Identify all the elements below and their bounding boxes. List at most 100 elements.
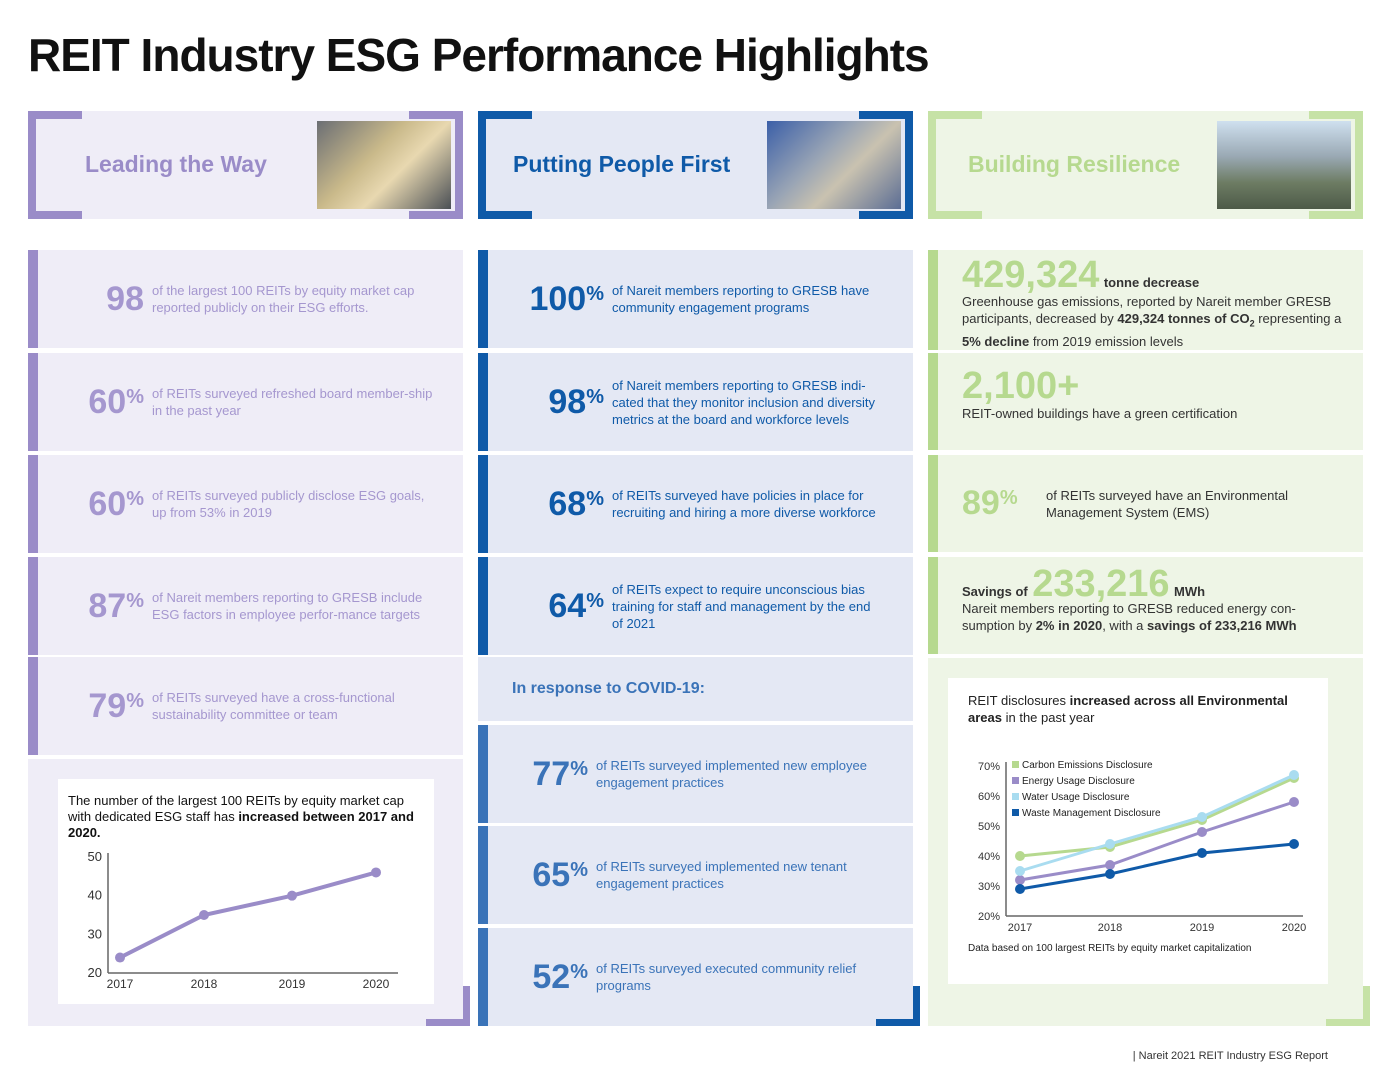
stat-row: 64% of REITs expect to require unconscio… <box>478 557 913 655</box>
stat-row: 60% of REITs surveyed publicly disclose … <box>28 455 463 553</box>
stat-text: of REITs surveyed implemented new tenant… <box>596 859 847 891</box>
y-tick-label: 70% <box>978 761 1000 773</box>
volunteers-photo <box>767 121 901 209</box>
accent-bar <box>28 657 38 755</box>
data-point <box>1015 875 1025 885</box>
series-line <box>1019 842 1295 891</box>
data-point <box>1105 869 1115 879</box>
y-tick-label: 30 <box>88 926 102 941</box>
series-line <box>1019 800 1295 882</box>
header-putting-people-first: Putting People First <box>478 111 913 219</box>
stat-row: 87% of Nareit members reporting to GRESB… <box>28 557 463 655</box>
legend-label: Waste Management Disclosure <box>1022 808 1161 819</box>
bracket-right <box>409 111 463 219</box>
stat-row: 77% of REITs surveyed implemented new em… <box>478 725 913 823</box>
y-tick-label: 50 <box>88 849 102 864</box>
stat-number: 87% <box>88 586 144 625</box>
chart-title: The number of the largest 100 REITs by e… <box>68 793 414 840</box>
stat-text: Nareit members reporting to GRESB reduce… <box>962 601 1297 633</box>
chart-note: Data based on 100 largest REITs by equit… <box>968 943 1252 954</box>
stat-text: of the largest 100 REITs by equity marke… <box>152 283 415 315</box>
stat-prefix: Savings of <box>962 584 1028 599</box>
data-point <box>115 952 125 963</box>
footer-credit: | Nareit 2021 REIT Industry ESG Report <box>1132 1050 1328 1062</box>
stat-number: 2,100+ <box>962 365 1080 407</box>
stat-text: of REITs surveyed have an Environmental … <box>1046 487 1289 520</box>
y-tick-label: 40% <box>978 851 1000 863</box>
stat-number: 429,324 <box>962 254 1100 296</box>
bracket-left <box>478 111 532 219</box>
x-tick-label: 2017 <box>1008 922 1032 934</box>
accent-bar <box>28 455 38 553</box>
legend-swatch <box>1012 777 1019 784</box>
stat-green-certification: 2,100+ REIT-owned buildings have a green… <box>928 353 1363 450</box>
stat-text: of REITs surveyed have a cross-functiona… <box>152 690 395 722</box>
section-title: Leading the Way <box>85 151 267 177</box>
stat-row: 68% of REITs surveyed have policies in p… <box>478 455 913 553</box>
y-tick-label: 50% <box>978 821 1000 833</box>
data-point <box>1197 848 1207 858</box>
y-tick-label: 20 <box>88 965 102 980</box>
stat-number: 79% <box>88 686 144 725</box>
env-disclosure-chart-card: REIT disclosures increased across all En… <box>948 678 1328 984</box>
stat-text: of REITs surveyed implemented new employ… <box>596 758 867 790</box>
chart-title: REIT disclosures increased across all En… <box>968 693 1288 725</box>
accent-bar <box>478 353 488 451</box>
y-tick-label: 40 <box>88 888 102 903</box>
stat-number: 60% <box>88 484 144 523</box>
stat-row: 79% of REITs surveyed have a cross-funct… <box>28 657 463 755</box>
stat-text: of Nareit members reporting to GRESB hav… <box>612 283 870 315</box>
x-tick-label: 2018 <box>191 977 218 991</box>
data-point <box>287 890 297 901</box>
stat-text: of REITs expect to require unconscious b… <box>612 581 871 631</box>
stat-text: Greenhouse gas emissions, reported by Na… <box>962 294 1342 349</box>
stat-number: 98% <box>548 382 604 421</box>
stat-ems: 89% of REITs surveyed have an Environmen… <box>928 455 1363 552</box>
header-leading-the-way: Leading the Way <box>28 111 463 219</box>
stat-number: 52% <box>532 957 588 996</box>
stat-text: of Nareit members reporting to GRESB inc… <box>152 590 423 622</box>
data-point <box>1197 827 1207 837</box>
covid-heading: In response to COVID-19: <box>478 657 913 721</box>
data-point <box>1015 866 1025 876</box>
stat-energy-savings: Savings of 233,216 MWh Nareit members re… <box>928 557 1363 654</box>
legend-label: Water Usage Disclosure <box>1022 792 1130 803</box>
bracket-right <box>1309 111 1363 219</box>
accent-bar <box>478 455 488 553</box>
accent-bar <box>928 250 938 350</box>
stat-row: 52% of REITs surveyed executed community… <box>478 928 913 1026</box>
y-tick-label: 30% <box>978 881 1000 893</box>
accent-bar <box>478 826 488 924</box>
bracket-left <box>928 111 982 219</box>
stat-number: 89% <box>962 484 1018 522</box>
page-title: REIT Industry ESG Performance Highlights <box>28 29 930 81</box>
series-line <box>1019 773 1295 873</box>
accent-bar <box>478 557 488 655</box>
stat-number: 77% <box>532 754 588 793</box>
stat-text: REIT-owned buildings have a green certif… <box>962 406 1238 421</box>
y-tick-label: 20% <box>978 911 1000 923</box>
stat-number: 98 <box>106 279 144 318</box>
stat-number: 100% <box>529 279 604 318</box>
accent-bar <box>478 928 488 1026</box>
stat-number: 64% <box>548 586 604 625</box>
stat-ghg: 429,324 tonne decrease Greenhouse gas em… <box>928 250 1363 350</box>
data-point <box>1015 884 1025 894</box>
data-point <box>371 867 381 878</box>
x-tick-label: 2019 <box>1190 922 1214 934</box>
bracket-right <box>859 111 913 219</box>
stat-number: 68% <box>548 484 604 523</box>
stat-text: of REITs surveyed publicly disclose ESG … <box>152 488 425 520</box>
accent-bar <box>478 250 488 348</box>
legend-label: Carbon Emissions Disclosure <box>1022 760 1153 771</box>
env-disclosure-line-chart: 20% 30% 40% 50% 60% 70% 2017 2018 2019 2020 Carbon… <box>978 760 1306 934</box>
legend-label: Energy Usage Disclosure <box>1022 776 1135 787</box>
x-tick-label: 2017 <box>107 977 134 991</box>
esg-staff-chart-card: The number of the largest 100 REITs by e… <box>58 779 434 1004</box>
office-photo <box>317 121 451 209</box>
stat-row: 98% of Nareit members reporting to GRESB… <box>478 353 913 451</box>
data-point <box>1105 860 1115 870</box>
accent-bar <box>928 557 938 654</box>
stat-number: 60% <box>88 382 144 421</box>
data-point <box>1289 797 1299 807</box>
